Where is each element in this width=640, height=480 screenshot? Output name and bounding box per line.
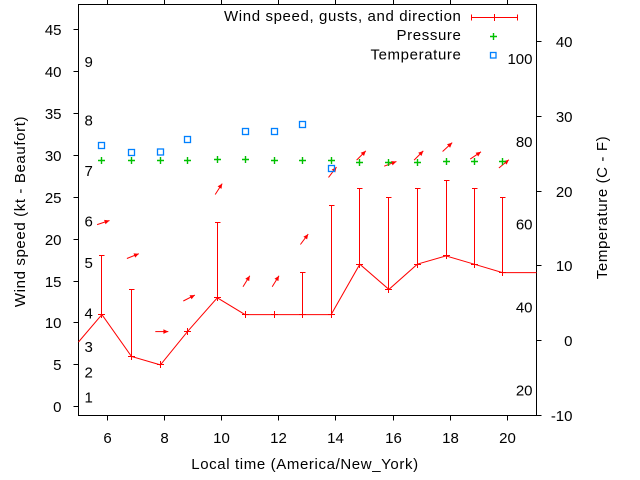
- svg-text:Pressure: Pressure: [397, 27, 462, 44]
- svg-text:16: 16: [385, 430, 402, 447]
- svg-text:Temperature: Temperature: [370, 47, 461, 64]
- svg-text:1: 1: [85, 389, 93, 406]
- svg-text:20: 20: [556, 184, 573, 201]
- svg-text:8: 8: [160, 430, 168, 447]
- svg-text:Temperature (C - F): Temperature (C - F): [594, 136, 611, 279]
- svg-text:6: 6: [85, 213, 93, 230]
- svg-text:3: 3: [85, 339, 93, 356]
- svg-text:20: 20: [499, 430, 516, 447]
- svg-text:20: 20: [45, 232, 62, 249]
- svg-text:10: 10: [556, 258, 573, 275]
- svg-text:Wind speed, gusts, and directi: Wind speed, gusts, and direction: [224, 8, 461, 25]
- svg-text:6: 6: [103, 430, 111, 447]
- svg-text:Local time (America/New_York): Local time (America/New_York): [191, 456, 419, 473]
- svg-text:0: 0: [53, 399, 61, 416]
- svg-text:8: 8: [85, 113, 93, 130]
- svg-text:0: 0: [564, 333, 572, 350]
- svg-text:10: 10: [45, 315, 62, 332]
- svg-text:18: 18: [442, 430, 459, 447]
- svg-text:9: 9: [85, 54, 93, 71]
- svg-text:60: 60: [516, 217, 533, 234]
- svg-text:40: 40: [516, 300, 533, 317]
- svg-text:45: 45: [45, 22, 62, 39]
- svg-text:20: 20: [516, 383, 533, 400]
- svg-text:40: 40: [45, 64, 62, 81]
- svg-text:12: 12: [270, 430, 287, 447]
- svg-text:2: 2: [85, 364, 93, 381]
- svg-text:40: 40: [556, 34, 573, 51]
- svg-text:-10: -10: [551, 408, 573, 425]
- svg-text:5: 5: [85, 255, 93, 272]
- svg-text:25: 25: [45, 190, 62, 207]
- svg-text:30: 30: [45, 148, 62, 165]
- svg-text:30: 30: [556, 109, 573, 126]
- svg-text:15: 15: [45, 274, 62, 291]
- svg-text:100: 100: [507, 51, 532, 68]
- svg-text:4: 4: [85, 306, 93, 323]
- svg-text:80: 80: [516, 134, 533, 151]
- svg-text:14: 14: [327, 430, 344, 447]
- svg-text:5: 5: [53, 357, 61, 374]
- svg-text:35: 35: [45, 106, 62, 123]
- svg-text:7: 7: [85, 163, 93, 180]
- svg-text:10: 10: [213, 430, 230, 447]
- svg-text:Wind speed (kt - Beaufort): Wind speed (kt - Beaufort): [12, 116, 29, 307]
